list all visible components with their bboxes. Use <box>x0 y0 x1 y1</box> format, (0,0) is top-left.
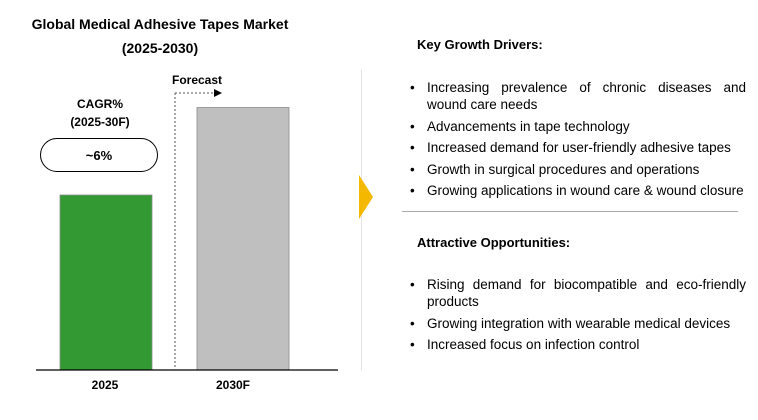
list-item: • Increased focus on infection control <box>410 337 640 352</box>
bar-2025 <box>59 194 153 371</box>
opportunities-list: • Rising demand for biocompatible and eco… <box>410 276 746 358</box>
x-tick-label-2025: 2025 <box>91 378 119 392</box>
section-divider <box>402 211 738 212</box>
list-item: • Increasing prevalence of chronic diseas… <box>410 80 746 112</box>
bullet-icon: • <box>410 161 415 177</box>
cagr-period-label: (2025-30F) <box>70 115 130 129</box>
list-item: • Growing applications in wound care & wo… <box>410 183 744 198</box>
list-item: • Increased demand for user-friendly adhe… <box>410 140 731 155</box>
bullet-icon: • <box>410 277 415 292</box>
cagr-value-pill: ~6% <box>40 138 158 172</box>
forecast-label: Forecast <box>172 73 223 87</box>
drivers-list: • Increasing prevalence of chronic diseas… <box>410 79 746 204</box>
bullet-icon: • <box>410 183 415 198</box>
chart-subtitle: (2025-2030) <box>121 40 199 56</box>
bar-chart <box>36 89 338 371</box>
x-tick-label-2030f: 2030F <box>215 378 251 392</box>
drivers-heading: Key Growth Drivers: <box>417 37 543 52</box>
forecast-arrow-head <box>214 89 222 97</box>
bullet-icon: • <box>410 337 415 352</box>
cagr-value: ~6% <box>85 147 113 163</box>
chevron-right-icon <box>359 175 373 219</box>
opportunities-heading: Attractive Opportunities: <box>417 235 571 250</box>
list-item: • Rising demand for biocompatible and eco… <box>410 277 746 309</box>
list-item: • Growth in surgical procedures and opera… <box>410 161 700 177</box>
bullet-icon: • <box>410 315 415 331</box>
list-item: • Advancements in tape technology <box>410 118 630 134</box>
bullet-icon: • <box>410 140 415 155</box>
panel-divider <box>361 70 362 370</box>
chart-title: Global Medical Adhesive Tapes Market <box>31 16 289 32</box>
cagr-label: CAGR% <box>76 97 123 111</box>
list-item: • Growing integration with wearable medic… <box>410 315 731 331</box>
bullet-icon: • <box>410 80 415 95</box>
bar-2030f <box>196 107 290 371</box>
bullet-icon: • <box>410 118 415 134</box>
